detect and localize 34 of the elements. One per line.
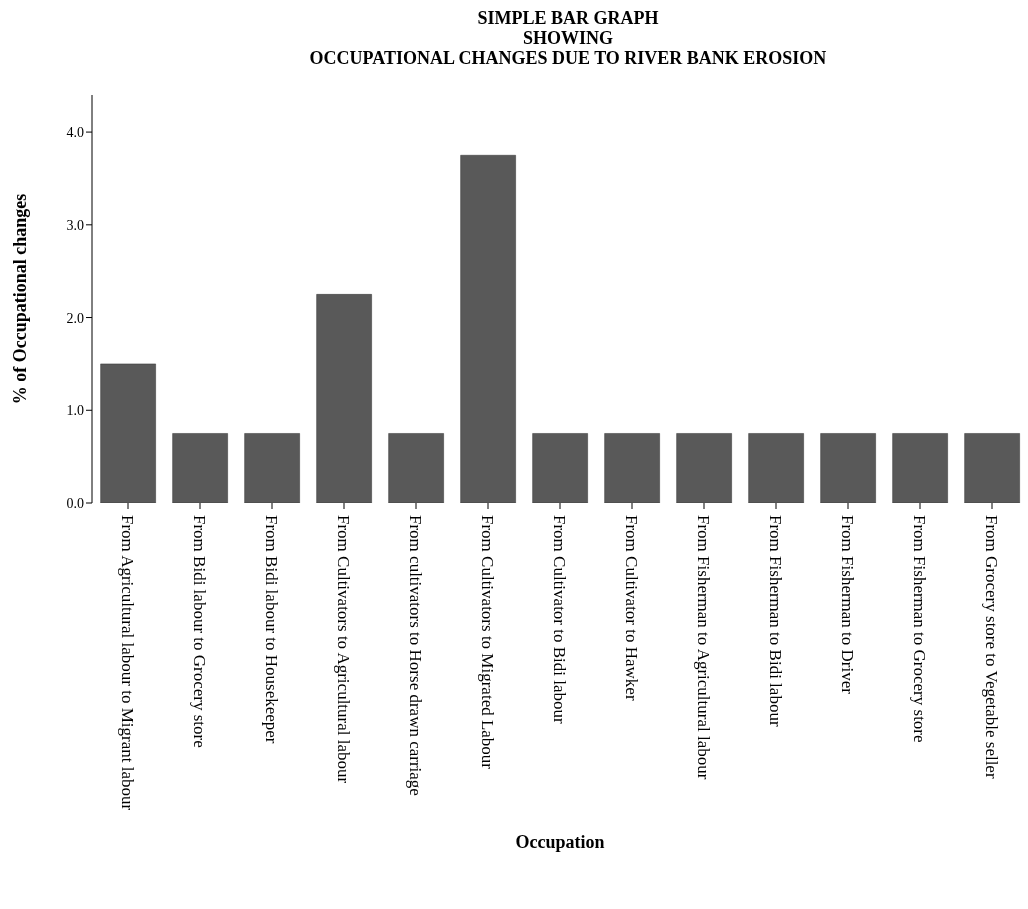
bar <box>820 433 876 503</box>
bar <box>964 433 1020 503</box>
chart-title: SIMPLE BAR GRAPH SHOWING OCCUPATIONAL CHANGES DUE TO RIVER BANK EROSION <box>308 8 828 70</box>
bar <box>316 294 372 503</box>
bar <box>748 433 804 503</box>
x-tick-label: From Fisherman to Bidi labour <box>766 515 786 727</box>
x-tick-label: From Cultivator to Bidi labour <box>550 515 570 725</box>
x-tick-label: From Grocery store to Vegetable seller <box>982 515 1002 779</box>
x-tick-label: From Fisherman to Agricultural labour <box>694 515 714 780</box>
x-tick-label: From Fisherman to Driver <box>838 515 858 695</box>
y-tick-label: 1.0 <box>66 403 84 419</box>
y-tick-label: 2.0 <box>66 310 84 326</box>
bar <box>244 433 300 503</box>
y-tick-label: 3.0 <box>66 217 84 233</box>
bar <box>604 433 660 503</box>
bar <box>892 433 948 503</box>
x-tick-label: From Cultivator to Hawker <box>622 515 642 701</box>
y-tick-label: 0.0 <box>66 495 84 511</box>
bar <box>532 433 588 503</box>
x-axis-title: Occupation <box>515 832 605 852</box>
y-axis-title: % of Occupational changes <box>10 193 31 405</box>
x-tick-label: From Bidi labour to Housekeeper <box>262 515 282 744</box>
x-tick-label: From Bidi labour to Grocery store <box>190 515 210 748</box>
x-tick-label: From Agricultural labour to Migrant labour <box>118 515 138 811</box>
bar <box>172 433 228 503</box>
bar <box>676 433 732 503</box>
bar <box>100 363 156 503</box>
y-tick-label: 4.0 <box>66 125 84 141</box>
bar <box>388 433 444 503</box>
x-tick-label: From Cultivators to Agricultural labour <box>334 515 354 784</box>
x-tick-label: From cultivators to Horse drawn carriage <box>406 515 426 796</box>
x-tick-label: From Fisherman to Grocery store <box>910 515 930 743</box>
bar <box>460 155 516 503</box>
x-tick-label: From Cultivators to Migrated Labour <box>478 515 498 770</box>
